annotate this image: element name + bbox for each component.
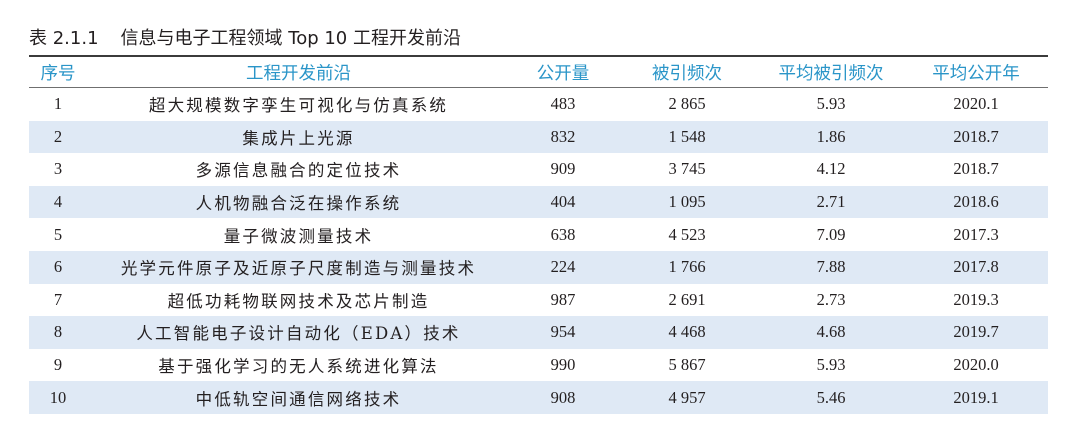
cell-index: 5: [53, 224, 63, 244]
cell-citations: 1 095: [616, 185, 758, 219]
table-row: 3 多源信息融合的定位技术 909 3 745 4.12 2018.7: [29, 153, 1048, 186]
table-body: 1 超大规模数字孪生可视化与仿真系统 483 2 865 5.93 2020.1 2 集成片上…: [29, 87, 1048, 414]
cell-citations: 2 865: [668, 94, 706, 114]
table-row: 5 量子微波测量技术 638 4 523 7.09 2017.3: [29, 218, 1048, 251]
cell-avg-citations: 4.68: [758, 316, 904, 349]
table-row: 7 超低功耗物联网技术及芯片制造 987 2 691 2.73 2019.3: [29, 284, 1048, 317]
cell-frontier: 量子微波测量技术: [223, 226, 374, 246]
cell-publications: 483: [550, 94, 576, 114]
cell-avg-citations: 2.73: [816, 289, 846, 309]
table-top-rule: [29, 55, 1048, 57]
cell-frontier: 集成片上光源: [87, 120, 510, 154]
header-citations: 被引频次: [652, 63, 722, 84]
cell-avg-year: 2019.1: [904, 381, 1048, 414]
cell-avg-year: 2019.7: [904, 316, 1048, 349]
cell-citations: 4 957: [616, 381, 758, 414]
cell-frontier: 多源信息融合的定位技术: [195, 161, 402, 181]
cell-frontier: 人工智能电子设计自动化（EDA）技术: [87, 316, 510, 349]
cell-citations: 1 766: [616, 250, 758, 284]
cell-frontier: 人机物融合泛在操作系统: [87, 185, 510, 219]
cell-publications: 909: [550, 159, 576, 179]
frontiers-table: 序号 工程开发前沿 公开量 被引频次 平均被引频次 平均公开年 1 超大规模数字孪…: [29, 57, 1048, 414]
cell-frontier: 超低功耗物联网技术及芯片制造: [167, 291, 430, 311]
cell-index: 9: [53, 355, 63, 375]
table-row: 6 光学元件原子及近原子尺度制造与测量技术 224 1 766 7.88 2017.8: [29, 250, 1048, 284]
cell-citations: 4 523: [668, 224, 706, 244]
cell-index: 4: [29, 185, 87, 219]
cell-publications: 987: [550, 289, 576, 309]
cell-publications: 224: [510, 250, 616, 284]
cell-avg-year: 2017.8: [904, 250, 1048, 284]
table-header-row: 序号 工程开发前沿 公开量 被引频次 平均被引频次 平均公开年: [29, 57, 1048, 87]
table-row: 10 中低轨空间通信网络技术 908 4 957 5.46 2019.1: [29, 381, 1048, 414]
cell-publications: 990: [550, 355, 576, 375]
cell-index: 6: [29, 250, 87, 284]
cell-citations: 3 745: [668, 159, 706, 179]
cell-index: 1: [53, 94, 63, 114]
cell-avg-citations: 4.12: [816, 159, 846, 179]
table-row: 2 集成片上光源 832 1 548 1.86 2018.7: [29, 120, 1048, 154]
header-publications: 公开量: [536, 63, 590, 84]
cell-publications: 908: [510, 381, 616, 414]
cell-index: 7: [53, 289, 63, 309]
cell-avg-citations: 5.93: [816, 94, 846, 114]
header-avg-citations: 平均被引频次: [778, 63, 884, 84]
cell-avg-citations: 7.88: [758, 250, 904, 284]
cell-citations: 4 468: [616, 316, 758, 349]
table-caption: 表 2.1.1 信息与电子工程领域 Top 10 工程开发前沿: [29, 24, 461, 54]
cell-avg-citations: 7.09: [816, 224, 846, 244]
cell-avg-citations: 1.86: [758, 120, 904, 154]
cell-citations: 1 548: [616, 120, 758, 154]
table-row: 9 基于强化学习的无人系统进化算法 990 5 867 5.93 2020.0: [29, 349, 1048, 382]
cell-index: 3: [53, 159, 63, 179]
cell-avg-year: 2020.0: [953, 355, 999, 375]
table-number: 表 2.1.1: [29, 28, 99, 49]
cell-index: 10: [29, 381, 87, 414]
cell-avg-year: 2020.1: [953, 94, 999, 114]
cell-publications: 638: [550, 224, 576, 244]
header-index: 序号: [40, 63, 76, 84]
cell-avg-year: 2017.3: [953, 224, 999, 244]
cell-avg-citations: 5.93: [816, 355, 846, 375]
cell-avg-year: 2019.3: [953, 289, 999, 309]
cell-avg-citations: 2.71: [758, 185, 904, 219]
table-row: 8 人工智能电子设计自动化（EDA）技术 954 4 468 4.68 2019.7: [29, 316, 1048, 349]
cell-citations: 2 691: [668, 289, 706, 309]
cell-frontier: 光学元件原子及近原子尺度制造与测量技术: [87, 250, 510, 284]
header-avg-year: 平均公开年: [932, 63, 1020, 84]
header-frontier: 工程开发前沿: [246, 63, 351, 84]
table-row: 1 超大规模数字孪生可视化与仿真系统 483 2 865 5.93 2020.1: [29, 87, 1048, 121]
cell-frontier: 中低轨空间通信网络技术: [87, 381, 510, 414]
cell-publications: 954: [510, 316, 616, 349]
cell-frontier: 超大规模数字孪生可视化与仿真系统: [148, 96, 449, 116]
table-title: 信息与电子工程领域 Top 10 工程开发前沿: [120, 28, 461, 49]
cell-index: 8: [29, 316, 87, 349]
cell-frontier: 基于强化学习的无人系统进化算法: [158, 357, 439, 377]
cell-avg-year: 2018.7: [904, 120, 1048, 154]
cell-publications: 404: [510, 185, 616, 219]
cell-avg-citations: 5.46: [758, 381, 904, 414]
cell-avg-year: 2018.7: [953, 159, 999, 179]
cell-index: 2: [29, 120, 87, 154]
cell-publications: 832: [510, 120, 616, 154]
table-header-rule: [29, 87, 1048, 88]
cell-avg-year: 2018.6: [904, 185, 1048, 219]
cell-citations: 5 867: [668, 355, 706, 375]
table-row: 4 人机物融合泛在操作系统 404 1 095 2.71 2018.6: [29, 185, 1048, 219]
